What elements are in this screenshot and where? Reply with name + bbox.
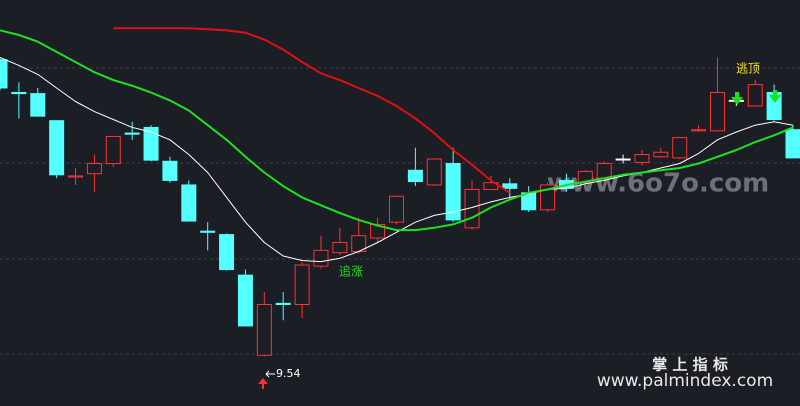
moving-average	[113, 27, 511, 194]
low-label: 9.54	[276, 367, 301, 380]
candle-body	[370, 223, 386, 239]
candle-body	[653, 151, 669, 158]
candle-body	[445, 163, 461, 221]
candle-body	[577, 170, 593, 184]
candle-body	[256, 304, 272, 356]
candle-body	[615, 158, 631, 161]
candle-body	[294, 264, 310, 305]
candle-body	[502, 183, 518, 189]
candle-body	[105, 135, 121, 165]
moving-average	[0, 29, 794, 232]
candle-body	[332, 241, 348, 254]
candle-body	[86, 163, 102, 175]
candle-body	[747, 84, 763, 107]
watermark: www.palmindex.com	[597, 371, 773, 391]
candle-body	[389, 195, 404, 223]
candle-body	[49, 120, 65, 176]
candle-body	[68, 175, 84, 178]
watermark: 掌 上 指 标	[652, 356, 728, 374]
grid	[0, 67, 800, 355]
candle-body	[596, 163, 612, 179]
candle-body	[426, 158, 442, 186]
candle-body	[124, 132, 140, 135]
candle-body	[407, 169, 423, 183]
candle-body	[237, 274, 253, 327]
candle-body	[181, 184, 197, 222]
moving-average	[0, 57, 794, 263]
candle-body	[162, 160, 178, 181]
sell-arrow	[769, 90, 781, 103]
candle-body	[672, 137, 688, 159]
candle-body	[0, 59, 8, 89]
candle-body	[634, 154, 650, 163]
candle-body	[540, 184, 556, 211]
low-pointer	[265, 370, 275, 378]
candle-body	[313, 249, 329, 267]
low-arrow	[258, 378, 268, 389]
candle-body	[691, 129, 707, 132]
candle-body	[219, 234, 235, 271]
candle-body	[11, 91, 27, 95]
annotation: 追涨	[339, 264, 363, 279]
candle-body	[275, 302, 291, 306]
annotation: 逃顶	[736, 62, 760, 76]
candle-body	[709, 91, 725, 132]
candle-body	[200, 230, 216, 233]
candle-body	[785, 129, 800, 159]
candle-body	[143, 126, 159, 161]
sell-arrow	[731, 92, 743, 105]
candle-body	[30, 93, 46, 117]
